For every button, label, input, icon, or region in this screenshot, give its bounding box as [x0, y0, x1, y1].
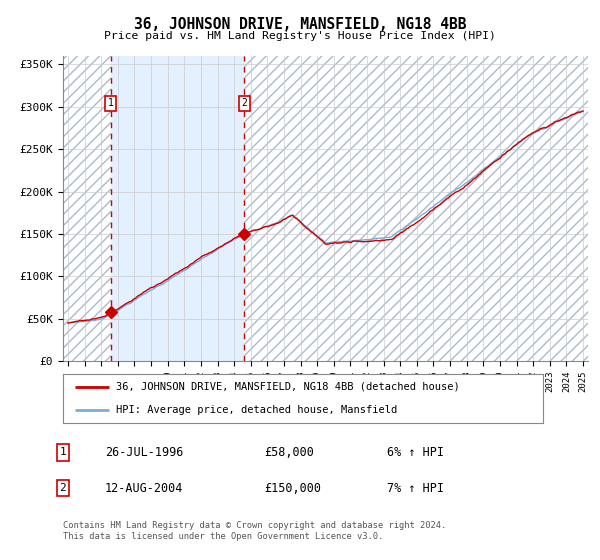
Text: Contains HM Land Registry data © Crown copyright and database right 2024.
This d: Contains HM Land Registry data © Crown c…: [63, 521, 446, 540]
Bar: [110, 56, 244, 361]
Text: Price paid vs. HM Land Registry's House Price Index (HPI): Price paid vs. HM Land Registry's House …: [104, 31, 496, 41]
Text: 36, JOHNSON DRIVE, MANSFIELD, NG18 4BB: 36, JOHNSON DRIVE, MANSFIELD, NG18 4BB: [134, 17, 466, 32]
Text: 1: 1: [59, 447, 67, 458]
Text: 2: 2: [59, 483, 67, 493]
Text: HPI: Average price, detached house, Mansfield: HPI: Average price, detached house, Mans…: [116, 405, 397, 416]
Text: 7% ↑ HPI: 7% ↑ HPI: [387, 482, 444, 495]
Text: 2: 2: [241, 99, 247, 108]
Text: 36, JOHNSON DRIVE, MANSFIELD, NG18 4BB (detached house): 36, JOHNSON DRIVE, MANSFIELD, NG18 4BB (…: [116, 382, 460, 392]
Text: 6% ↑ HPI: 6% ↑ HPI: [387, 446, 444, 459]
Text: 12-AUG-2004: 12-AUG-2004: [105, 482, 184, 495]
Text: 1: 1: [108, 99, 113, 108]
Text: £150,000: £150,000: [264, 482, 321, 495]
Text: 26-JUL-1996: 26-JUL-1996: [105, 446, 184, 459]
Bar: [244, 56, 588, 361]
Bar: [63, 56, 110, 361]
Text: £58,000: £58,000: [264, 446, 314, 459]
